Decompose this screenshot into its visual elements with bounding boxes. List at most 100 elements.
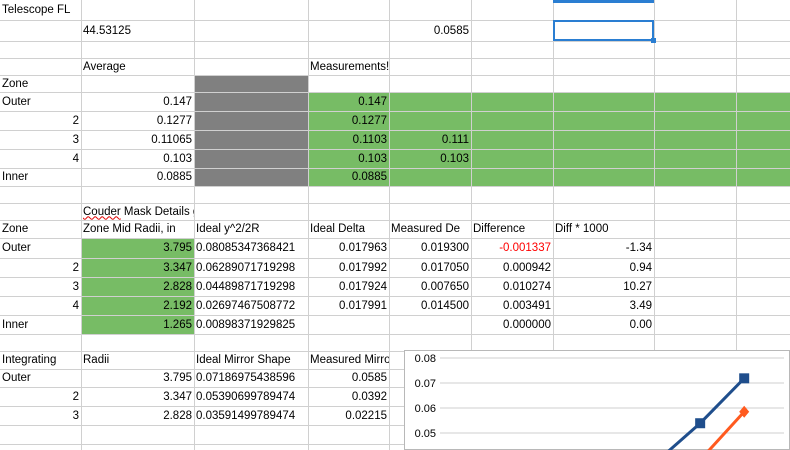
cell-diff1000-3[interactable]: 10.27 (623, 280, 652, 293)
cell-measured-delta-2[interactable]: 0.017050 (421, 261, 469, 274)
cell-avg-2[interactable]: 0.1277 (156, 114, 192, 127)
cell-integrating-header[interactable]: Integrating (2, 354, 57, 366)
cell-zone-outer-3[interactable]: Outer (2, 372, 31, 384)
cell-avg-1[interactable]: 0.147 (163, 95, 192, 108)
cell-ideal-delta-3[interactable]: 0.017924 (339, 280, 387, 293)
cell-ideal-y-3[interactable]: 0.04489871719298 (196, 280, 296, 293)
cell-ideal-y-2[interactable]: 0.06289071719298 (196, 261, 296, 274)
cell-int-radii-2[interactable]: 3.347 (163, 390, 192, 403)
selected-cell[interactable] (553, 20, 654, 41)
cell-zone-3-3[interactable]: 3 (72, 409, 79, 422)
cell-ideal-mirror-header[interactable]: Ideal Mirror Shape (196, 354, 291, 366)
cell-zone-4-2[interactable]: 4 (72, 299, 79, 312)
series-marker-0 (739, 373, 750, 384)
cell-zone-header-1[interactable]: Zone (2, 77, 29, 90)
cell-ideal-delta-1[interactable]: 0.017963 (339, 242, 387, 254)
cell-meas-3b[interactable]: 0.111 (441, 133, 469, 146)
cell-meas-3[interactable]: 0.1103 (352, 133, 387, 146)
cell-zone-inner-1[interactable]: Inner (2, 171, 29, 183)
cell-radii-1[interactable]: 3.795 (163, 242, 192, 254)
cell-ideal-shape-2[interactable]: 0.05390699789474 (196, 390, 296, 403)
cell-zone-2-1[interactable]: 2 (72, 114, 79, 127)
cell-average-header[interactable]: Average (83, 60, 126, 73)
cell-radii-3[interactable]: 2.828 (163, 280, 192, 293)
cell-ideal-y-4[interactable]: 0.02697467508772 (196, 299, 296, 312)
fill-handle[interactable] (651, 38, 656, 43)
y-tick-label: 0.06 (415, 403, 436, 415)
cell-radii-4[interactable]: 2.192 (163, 299, 192, 312)
column-line (471, 0, 472, 450)
cell-measured-mirror-header[interactable]: Measured Mirro (310, 354, 389, 366)
cell-hdr-ideal-delta[interactable]: Ideal Delta (310, 223, 365, 235)
cell-meas-1[interactable]: 0.147 (358, 95, 387, 108)
cell-zone-3-1[interactable]: 3 (72, 133, 79, 146)
cell-difference-5[interactable]: 0.000000 (503, 318, 551, 331)
cell-zone-4-1[interactable]: 4 (72, 152, 79, 165)
cell-int-radii-1[interactable]: 3.795 (163, 372, 192, 384)
cell-zone-2-3[interactable]: 2 (72, 390, 79, 403)
cell-hdr-ideal-y[interactable]: Ideal y^2/2R (196, 223, 260, 235)
cell-measured-delta-1[interactable]: 0.019300 (421, 242, 469, 254)
chart-svg: 0.08 0.07 0.06 0.05 (404, 350, 790, 450)
y-tick-label: 0.05 (415, 428, 436, 440)
row-line (0, 58, 790, 59)
cell-hdr-difference[interactable]: Difference (473, 223, 526, 235)
cell-difference-4[interactable]: 0.003491 (503, 299, 551, 312)
row-line (0, 111, 790, 112)
cell-diff1000-2[interactable]: 0.94 (629, 261, 652, 274)
cell-telescope-fl-label[interactable]: Telescope FL (2, 4, 71, 16)
cell-ideal-delta-2[interactable]: 0.017992 (339, 261, 387, 274)
cell-ideal-shape-1[interactable]: 0.07186975438596 (196, 372, 296, 384)
cell-difference-3[interactable]: 0.010274 (503, 280, 551, 293)
cell-measurements-header[interactable]: Measurements! (310, 60, 389, 73)
column-line (308, 0, 309, 450)
cell-difference-1[interactable]: -0.001337 (499, 242, 551, 254)
cell-diff1000-1[interactable]: -1.34 (625, 242, 652, 254)
cell-ideal-shape-3[interactable]: 0.03591499789474 (196, 409, 296, 422)
cell-radii-header[interactable]: Radii (83, 354, 110, 366)
row-line (0, 186, 790, 187)
cell-zone-inner-2[interactable]: Inner (2, 318, 29, 331)
cell-meas-4b[interactable]: 0.103 (440, 152, 469, 165)
cell-measured-shape-2[interactable]: 0.0392 (351, 390, 387, 403)
chart[interactable]: 0.08 0.07 0.06 0.05 (404, 350, 790, 450)
cell-measured-shape-1[interactable]: 0.0585 (351, 372, 387, 384)
row-line (0, 20, 790, 21)
cell-hdr-measured-delta[interactable]: Measured De (391, 223, 461, 235)
series-marker-0 (695, 418, 706, 429)
cell-ideal-delta-4[interactable]: 0.017991 (339, 299, 387, 312)
column-line (389, 0, 390, 450)
cell-measured-delta-4[interactable]: 0.014500 (421, 299, 469, 312)
cell-diff1000-4[interactable]: 3.49 (629, 299, 652, 312)
cell-zone-header-2[interactable]: Zone (2, 223, 29, 235)
cell-hdr-diff1000[interactable]: Diff * 1000 (555, 223, 609, 235)
cell-ideal-y-5[interactable]: 0.00898371929825 (196, 318, 296, 331)
cell-meas-5[interactable]: 0.0885 (351, 171, 387, 183)
cell-ratio-value[interactable]: 0.0585 (433, 24, 469, 37)
cell-ideal-y-1[interactable]: 0.08085347368421 (196, 242, 296, 254)
cell-diff1000-5[interactable]: 0.00 (629, 318, 652, 331)
cell-couder-title[interactable]: Couder Mask Details go here (81, 202, 194, 222)
cell-radii-5[interactable]: 1.265 (163, 318, 192, 331)
row-line (0, 130, 790, 131)
cell-int-radii-3[interactable]: 2.828 (163, 409, 192, 422)
cell-difference-2[interactable]: 0.000942 (503, 261, 551, 274)
cell-measured-delta-3[interactable]: 0.007650 (421, 280, 469, 293)
cell-meas-4[interactable]: 0.103 (358, 152, 387, 165)
cell-zone-2-2[interactable]: 2 (72, 261, 79, 274)
cell-zone-3-2[interactable]: 3 (72, 280, 79, 293)
cell-text: Mask Details go here (123, 205, 194, 218)
cell-telescope-fl-value[interactable]: 44.53125 (83, 24, 131, 37)
y-tick-label: 0.07 (415, 378, 436, 390)
cell-radii-2[interactable]: 3.347 (163, 261, 192, 274)
cell-zone-outer-2[interactable]: Outer (2, 242, 31, 254)
cell-avg-4[interactable]: 0.103 (163, 152, 192, 165)
cell-zone-outer-1[interactable]: Outer (2, 95, 31, 108)
selected-column-header (553, 0, 654, 3)
cell-avg-3[interactable]: 0.11065 (151, 133, 192, 146)
cell-meas-2[interactable]: 0.1277 (351, 114, 387, 127)
cell-avg-5[interactable]: 0.0885 (156, 171, 192, 183)
cell-measured-shape-3[interactable]: 0.02215 (345, 409, 387, 422)
cell-hdr-zone-mid[interactable]: Zone Mid Radii, in (83, 223, 176, 235)
